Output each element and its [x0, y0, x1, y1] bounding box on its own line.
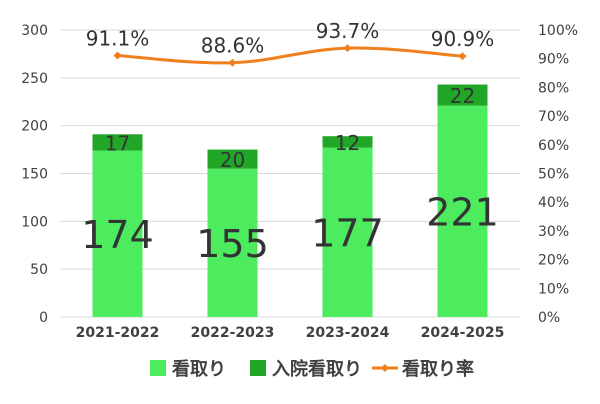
y-tick-label: 50 — [30, 262, 48, 278]
bar-value-label-home: 174 — [81, 213, 154, 257]
rate-line: 91.1% 88.6% 93.7% 90.9% — [86, 19, 495, 67]
legend-swatch-home — [150, 360, 166, 376]
y2-tick-label: 60% — [538, 138, 569, 154]
rate-point — [113, 51, 122, 60]
bar-0-hospital — [92, 134, 143, 151]
rate-value-label: 88.6% — [201, 34, 265, 58]
y2-tick-label: 50% — [538, 167, 569, 183]
bar-value-label-hospital: 12 — [335, 131, 360, 155]
legend-label-hospital: 入院看取り — [272, 358, 362, 380]
rate-value-label: 90.9% — [431, 27, 495, 51]
y2-tick-label: 20% — [538, 253, 569, 269]
rate-line-path — [117, 46, 463, 65]
bar-value-label-home: 155 — [196, 222, 269, 266]
y2-tick-label: 30% — [538, 224, 569, 240]
bar-1-hospital — [207, 149, 258, 169]
y-tick-label: 0 — [39, 310, 48, 326]
legend-marker-rate — [381, 364, 389, 372]
rate-value-label: 91.1% — [86, 27, 150, 51]
legend: 看取り 入院看取り 看取り率 — [150, 358, 474, 380]
y2-tick-label: 90% — [538, 52, 569, 68]
y-tick-label: 100 — [21, 214, 48, 230]
y2-tick-label: 10% — [538, 281, 569, 297]
bar-value-label-home: 221 — [426, 190, 499, 234]
rate-point — [458, 52, 467, 61]
x-tick-label: 2022-2023 — [191, 325, 275, 341]
bars: 174 17 155 20 177 12 221 22 — [81, 84, 499, 318]
rate-point — [228, 58, 237, 67]
y-tick-label: 300 — [21, 23, 48, 39]
legend-swatch-hospital — [250, 360, 266, 376]
y2-tick-label: 100% — [538, 23, 578, 39]
rate-value-label: 93.7% — [316, 19, 380, 43]
bar-value-label-home: 177 — [311, 211, 384, 255]
y-tick-label: 250 — [21, 71, 48, 87]
y-tick-label: 150 — [21, 167, 48, 183]
legend-label-home: 看取り — [171, 358, 226, 380]
bar-0-home — [92, 150, 143, 317]
rate-point — [343, 44, 352, 53]
axes: 0 50 100 150 200 250 300 0% 10% 20% 30% 40% 50% 60% 70… — [21, 23, 578, 341]
bar-value-label-hospital: 17 — [105, 131, 130, 155]
x-tick-label: 2023-2024 — [306, 325, 390, 341]
y2-tick-label: 70% — [538, 109, 569, 125]
y-tick-label: 200 — [21, 119, 48, 135]
bar-2-home — [322, 147, 373, 317]
legend-label-rate: 看取り率 — [401, 358, 474, 380]
bar-3-home — [437, 105, 488, 318]
bar-3-hospital — [437, 84, 488, 106]
bar-value-label-hospital: 22 — [450, 84, 475, 108]
bar-2-hospital — [322, 136, 373, 148]
y2-tick-label: 40% — [538, 195, 569, 211]
y2-tick-label: 80% — [538, 80, 569, 96]
bar-value-label-hospital: 20 — [220, 148, 245, 172]
x-tick-label: 2024-2025 — [421, 325, 505, 341]
bar-1-home — [207, 168, 258, 317]
x-tick-label: 2021-2022 — [76, 325, 160, 341]
y2-tick-label: 0% — [538, 310, 560, 326]
